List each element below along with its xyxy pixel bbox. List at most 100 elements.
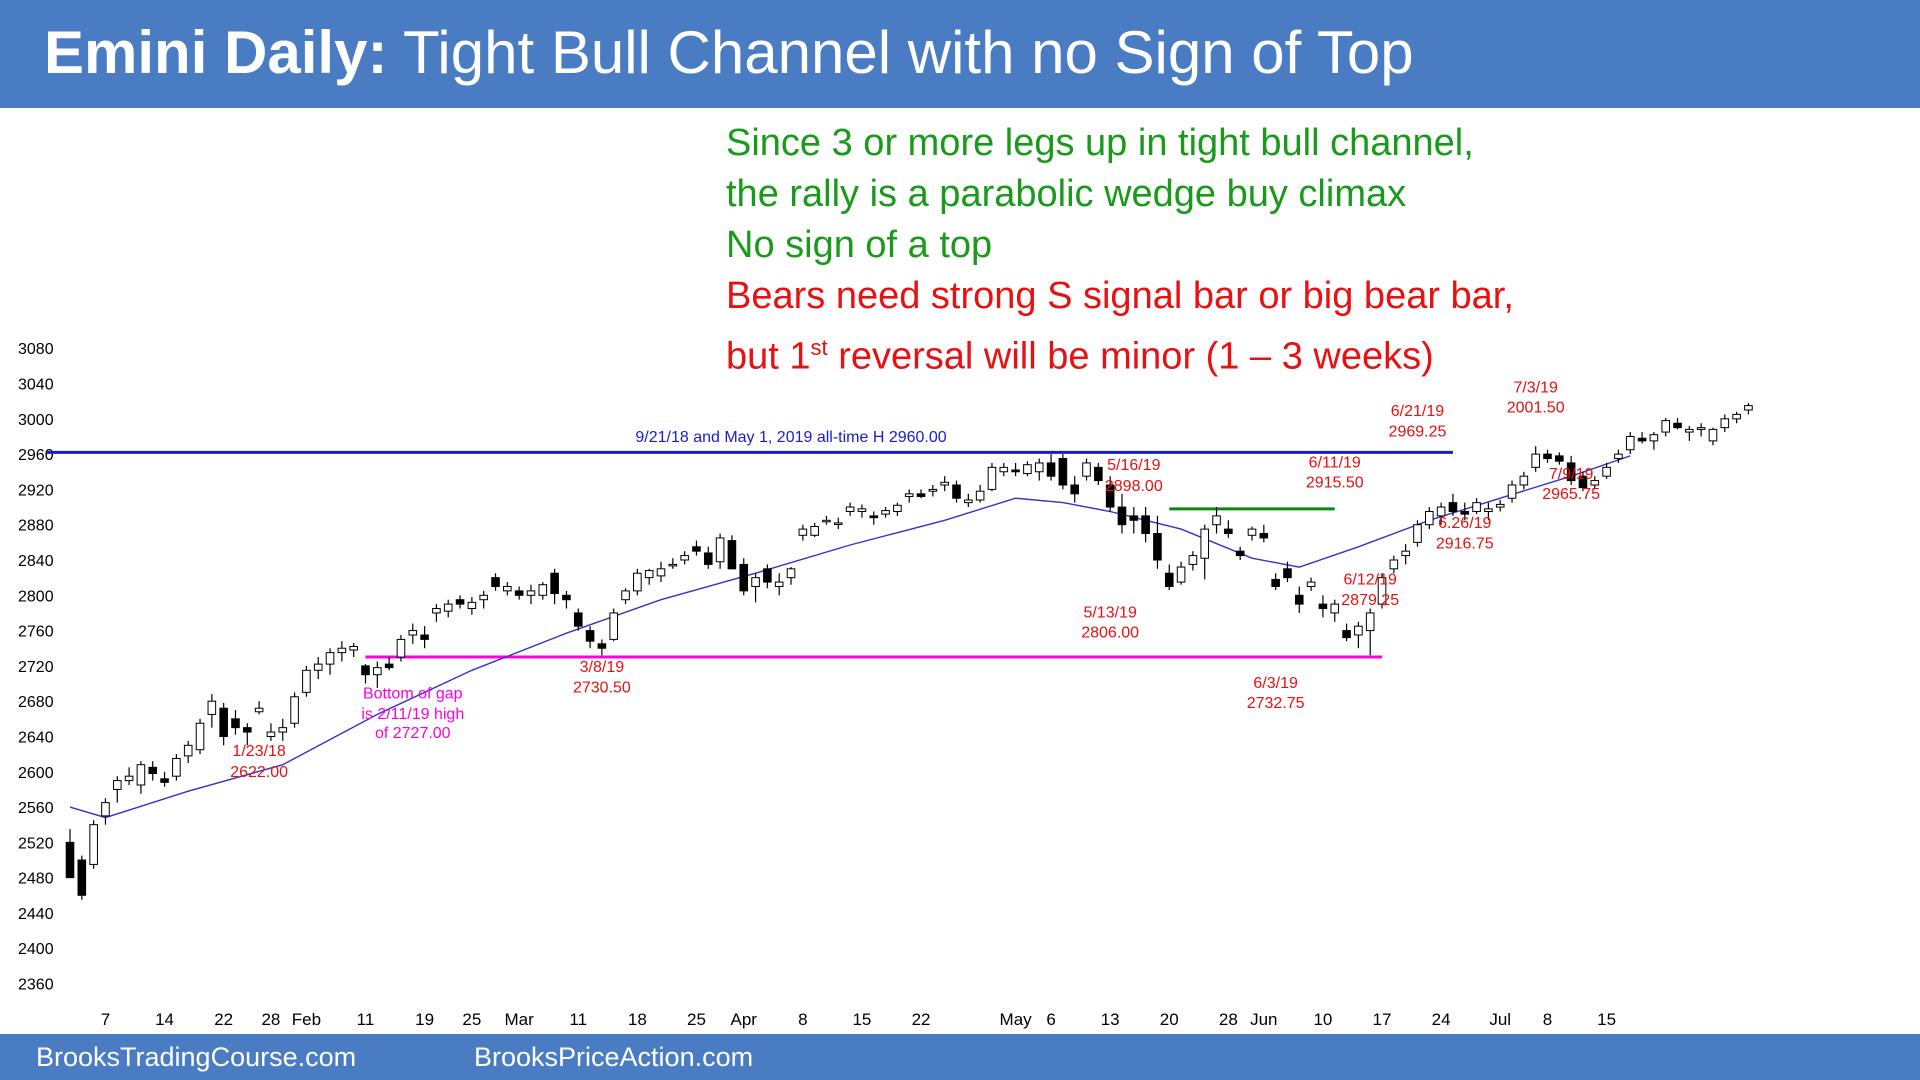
candle-body-bull [609,612,619,640]
candle-body-bull [89,824,98,865]
candle-body-bull [893,504,902,512]
candle [1105,476,1115,512]
title-rest: Tight Bull Channel with no Sign of Top [387,19,1414,86]
x-tick-label: 22 [214,1010,233,1029]
candle-body-bull [904,493,914,497]
candle-body-bear [219,707,228,737]
candle [810,522,819,538]
candle-body-bull [774,581,784,587]
candle-body-bull [124,775,134,782]
commentary-line-5-post: reversal will be minor (1 – 3 weeks) [827,335,1434,378]
candle [1696,423,1706,437]
candle [1318,595,1328,618]
candle-body-bear [1117,506,1127,526]
candle-body-bull [1495,503,1505,508]
title-banner: Emini Daily: Tight Bull Channel with no … [0,0,1920,108]
candle-body-bull [999,466,1009,473]
candle [1058,454,1068,490]
candle [1673,417,1682,430]
chart-annotation: 2806.00 [1081,625,1139,642]
candle [763,564,772,589]
candle-body-bull [183,744,193,757]
x-tick-label: 14 [155,1010,174,1029]
candle [928,485,938,497]
candle-body-bear [1566,462,1576,482]
candle [491,573,500,591]
title-bold: Emini Daily: [44,19,388,86]
candle [172,754,181,781]
candle [349,642,358,658]
x-tick-label: 25 [462,1010,481,1029]
candle-body-bear [1318,603,1328,610]
x-tick-label: 19 [415,1010,434,1029]
candle [337,641,347,662]
y-tick-label: 2520 [18,835,54,852]
candle-body-bull [1212,515,1221,526]
candle [1283,561,1292,583]
candle [703,546,713,569]
y-tick-label: 2400 [18,941,54,958]
candle [1224,520,1233,538]
chart-annotation: 3/8/19 [580,659,625,676]
x-tick-label: 6 [1046,1010,1055,1029]
candle-body-bull [1354,625,1363,636]
candle [420,626,429,649]
candle [1578,471,1588,492]
footer-bar: BrooksTradingCourse.com BrooksPriceActio… [0,1034,1920,1080]
candle-body-bull [1696,427,1706,430]
candle [77,855,87,900]
x-tick-label: May [1000,1010,1033,1029]
candle [1271,573,1280,590]
candle [526,584,536,605]
candle-body-bull [337,647,347,654]
x-tick-label: 10 [1313,1010,1332,1029]
candle [1614,449,1623,463]
x-tick-label: 13 [1101,1010,1120,1029]
candle [1448,493,1458,516]
x-tick-label: Feb [292,1010,321,1029]
candle-body-bear [763,568,772,583]
footer-link-price-action[interactable]: BrooksPriceAction.com [474,1042,754,1072]
candle-body-bull [798,528,808,536]
candle-body-bear [455,599,465,605]
candle [1602,462,1611,479]
x-tick-label: 17 [1373,1010,1392,1029]
candle-body-bull [396,638,406,658]
candle-body-bear [597,643,607,649]
candle-body-bull [136,764,146,786]
candle-body-bull [964,499,973,504]
candle [1365,608,1375,656]
footer-link-trading-course[interactable]: BrooksTradingCourse.com [36,1042,357,1072]
candle-body-bull [1720,418,1730,429]
candle-body-bull [443,603,453,612]
candle [1495,500,1505,512]
chart-annotation: 1/23/18 [232,743,285,760]
candle [1354,621,1363,649]
candle [1377,573,1387,609]
commentary-line-2: the rally is a parabolic wedge buy clima… [726,173,1407,215]
x-tick-label: Mar [505,1010,535,1029]
candle [1176,561,1186,585]
candle-body-bear [65,841,75,879]
candle-body-bear [585,630,595,642]
candle [373,661,382,688]
x-tick-label: 7 [101,1010,110,1029]
y-tick-label: 2680 [18,694,54,711]
candle [1566,455,1576,485]
candle [1259,524,1269,543]
candle [1188,551,1198,571]
chart-annotation: 6/3/19 [1253,675,1298,692]
candle-body-bear [550,572,559,595]
chart-annotation: 2969.25 [1389,423,1447,440]
candle-body-bull [1507,484,1517,499]
candle-body-bear [1046,462,1056,477]
candle [195,718,205,755]
candle-body-bear [1448,502,1458,512]
candle [550,568,559,605]
candle [325,648,335,675]
candle-body-bull [278,727,288,733]
candle-body-bull [313,663,323,671]
candle [1070,476,1080,503]
x-tick-label: Jun [1250,1010,1277,1029]
y-tick-label: 3000 [18,412,54,429]
